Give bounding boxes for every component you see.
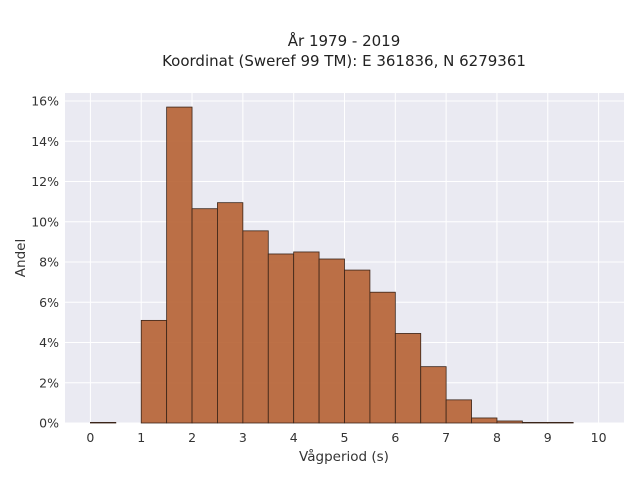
bar (521, 421, 549, 424)
bar (420, 366, 447, 424)
y-axis-label: Andel (13, 239, 29, 277)
y-tick-label: 6% (39, 295, 59, 310)
bar (394, 333, 422, 424)
y-tick-label: 0% (39, 416, 59, 431)
bar (191, 208, 218, 424)
x-axis-ticks: 0 1 2 3 4 5 6 7 8 9 10 (86, 430, 606, 445)
bar (369, 291, 396, 424)
x-tick-label: 10 (591, 430, 607, 445)
chart-title-line-2: Koordinat (Sweref 99 TM): E 361836, N 62… (162, 52, 526, 70)
bar (166, 106, 193, 424)
bar (293, 251, 320, 424)
bar (267, 253, 295, 424)
bars (90, 106, 574, 424)
y-tick-label: 16% (31, 94, 59, 109)
bar (140, 319, 168, 424)
x-tick-label: 2 (188, 430, 196, 445)
x-tick-label: 3 (239, 430, 247, 445)
y-tick-label: 2% (39, 375, 59, 390)
chart-title-line-1: År 1979 - 2019 (288, 31, 401, 50)
x-tick-label: 6 (391, 430, 399, 445)
x-tick-label: 0 (86, 430, 94, 445)
y-axis-ticks: 0% 2% 4% 6% 8% 10% 12% 14% 16% (31, 94, 59, 431)
y-tick-label: 8% (39, 255, 59, 270)
x-tick-label: 8 (493, 430, 501, 445)
bar (90, 421, 117, 424)
x-tick-label: 5 (341, 430, 349, 445)
bar (242, 230, 269, 424)
x-tick-label: 1 (137, 430, 145, 445)
bar (344, 269, 371, 424)
y-tick-label: 10% (31, 214, 59, 229)
bar (547, 421, 574, 424)
x-axis-label: Vågperiod (s) (299, 448, 389, 465)
x-tick-label: 7 (442, 430, 450, 445)
bar (496, 420, 523, 424)
bar (471, 417, 498, 424)
x-tick-label: 4 (290, 430, 298, 445)
bar (318, 258, 345, 424)
bar (445, 399, 472, 424)
y-tick-label: 14% (31, 134, 59, 149)
bar (217, 202, 244, 424)
y-tick-label: 12% (31, 174, 59, 189)
y-tick-label: 4% (39, 335, 59, 350)
x-tick-label: 9 (544, 430, 552, 445)
